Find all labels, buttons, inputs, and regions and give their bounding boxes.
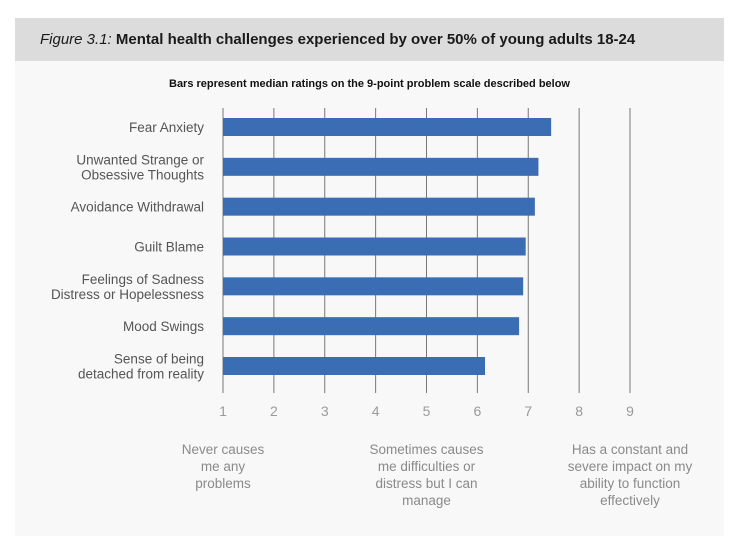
- category-label: Guilt Blame: [134, 240, 204, 255]
- x-tick-label: 2: [270, 403, 278, 419]
- figure-header: Figure 3.1: Mental health challenges exp…: [15, 18, 724, 61]
- scale-note-line: Sometimes causes: [369, 442, 484, 457]
- scale-note-line: ability to function: [579, 476, 681, 491]
- x-tick-label: 1: [219, 403, 227, 419]
- bar-5: [223, 277, 524, 296]
- scale-note-line: me difficulties or: [377, 459, 476, 474]
- category-label: Mood Swings: [123, 319, 204, 334]
- scale-note-9: Has a constant and severe impact on my abi…: [550, 441, 710, 509]
- chart-subtitle: Bars represent median ratings on the 9-p…: [169, 78, 570, 90]
- scale-note-line: manage: [402, 493, 451, 508]
- scale-note-line: me any: [200, 459, 246, 474]
- scale-note-1: Never causes me any problems: [143, 441, 303, 492]
- bar-4: [223, 237, 526, 256]
- figure-title: Figure 3.1: Mental health challenges exp…: [40, 31, 635, 48]
- x-tick-label: 7: [524, 403, 532, 419]
- x-tick-label: 9: [626, 403, 634, 419]
- category-label: Avoidance Withdrawal: [71, 200, 204, 215]
- scale-note-line: Has a constant and: [571, 442, 689, 457]
- figure-frame: [15, 18, 724, 536]
- scale-note-line: severe impact on my: [567, 459, 693, 474]
- bar-1: [223, 118, 552, 136]
- category-label: Feelings of Sadness Distress or Hopelessn…: [51, 272, 204, 302]
- category-label: Unwanted Strange or Obsessive Thoughts: [76, 152, 204, 182]
- x-tick-label: 8: [575, 403, 583, 419]
- bar-2: [223, 157, 539, 176]
- category-label: Sense of being detached from reality: [78, 352, 204, 382]
- bar-3: [223, 197, 535, 216]
- bar-7: [223, 357, 486, 375]
- scale-note-5: Sometimes causes me difficulties or distre…: [347, 441, 507, 509]
- figure-label: Figure 3.1:: [40, 31, 112, 48]
- scale-note-line: Never causes: [181, 442, 265, 457]
- scale-note-line: problems: [195, 476, 251, 491]
- bar-6: [223, 317, 520, 336]
- scale-note-line: distress but I can: [375, 476, 478, 491]
- x-tick-label: 6: [473, 403, 481, 419]
- x-tick-label: 3: [321, 403, 329, 419]
- figure-title-text: Mental health challenges experienced by …: [115, 31, 636, 48]
- x-tick-label: 4: [372, 403, 380, 419]
- x-tick-label: 5: [423, 403, 431, 419]
- category-label: Fear Anxiety: [129, 120, 204, 135]
- scale-note-line: effectively: [600, 493, 660, 508]
